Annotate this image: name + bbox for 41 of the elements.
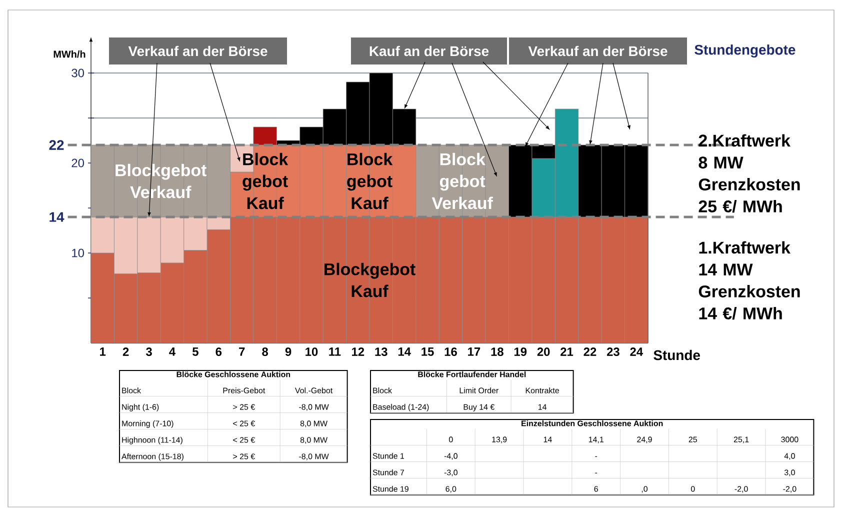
x-tick-label: 2 [122,348,129,356]
x-tick-label: 6 [216,348,222,356]
annotation: Kauf an der Börse [370,46,489,56]
x-tick-label: 23 [606,348,620,356]
x-tick-label: 12 [352,348,364,356]
x-tick-label: 20 [537,348,550,356]
ref-line-label: 14 [50,212,64,222]
x-tick-label: 3 [146,348,152,356]
x-tick-label: 14 [398,348,411,356]
annotation: Verkauf an der Börse [128,46,268,56]
text: Stundengebote [694,44,796,58]
x-tick-label: 10 [306,348,318,356]
x-tick-label: 8 [262,348,268,356]
x-tick-label: 17 [468,348,480,356]
annotation: Block gebot Verkauf [432,152,493,210]
annotation: Block gebot Kauf [242,152,288,210]
y-tick-label: 10 [72,248,84,258]
x-tick-label: 22 [584,348,596,356]
x-tick-label: 1 [100,348,106,356]
text: 1.Kraftwerk 14 MW Grenzkosten 14 €/ MWh [698,241,800,320]
x-tick-label: 18 [491,348,504,356]
x-tick-label: 24 [630,348,643,356]
x-tick-label: 5 [192,348,198,356]
ref-line-label: 22 [49,140,64,150]
x-tick-label: 21 [560,348,574,356]
x-tick-label: 13 [375,348,388,356]
annotation: Verkauf an der Börse [528,46,668,56]
annotation: Blockgebot Kauf [324,262,416,298]
x-tick-label: 4 [169,348,176,356]
y-tick-label: 20 [72,158,84,168]
annotation: Block gebot Kauf [347,152,393,210]
x-tick-label: 19 [514,348,527,356]
y-axis-title: MWh/h [54,50,86,58]
x-axis-title: Stunde [654,350,700,360]
text: 2.Kraftwerk 8 MW Grenzkosten 25 €/ MWh [698,134,800,213]
x-tick-label: 7 [239,348,245,356]
x-tick-label: 11 [329,348,341,356]
y-tick-label: 30 [72,68,84,78]
x-tick-label: 15 [422,348,434,356]
x-tick-label: 9 [285,348,292,356]
x-tick-label: 16 [444,348,457,356]
